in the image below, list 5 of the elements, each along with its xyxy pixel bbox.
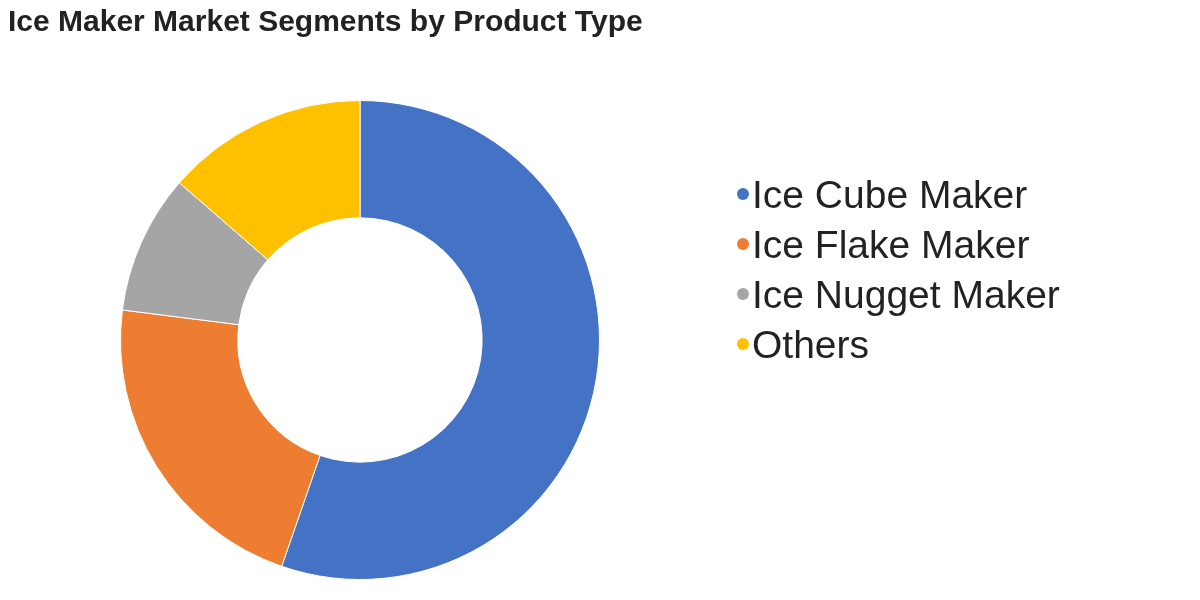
legend-label: Ice Flake Maker (752, 223, 1030, 266)
legend-label: Ice Nugget Maker (752, 273, 1060, 316)
legend-label: Ice Cube Maker (752, 173, 1028, 216)
legend-label: Others (752, 323, 870, 366)
chart-title: Ice Maker Market Segments by Product Type (8, 4, 643, 38)
